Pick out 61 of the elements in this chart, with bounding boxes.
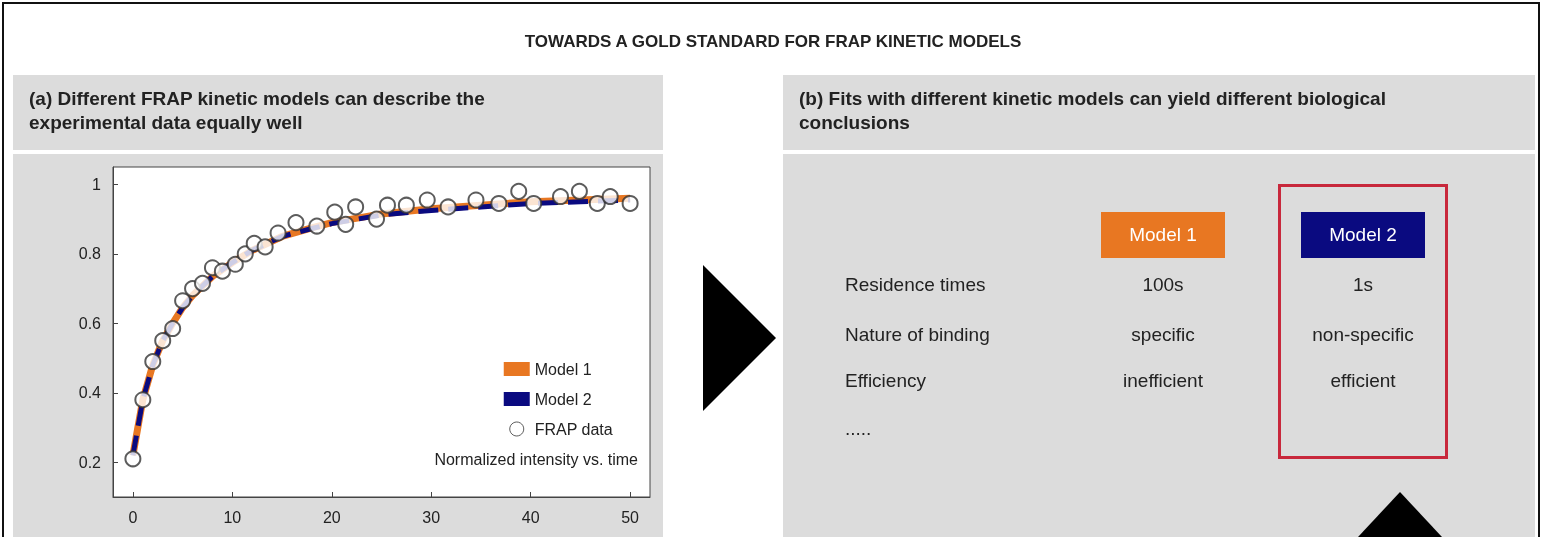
text: TOWARDS A GOLD STANDARD FOR FRAP KINETIC MODELS (523, 32, 1023, 52)
point (552, 188, 569, 206)
point (287, 214, 305, 232)
point (525, 194, 543, 212)
point (601, 188, 619, 206)
x-tick-label: 10 (223, 508, 242, 526)
y-tick-label: 0.8 (78, 245, 102, 263)
annotation: Normalized intensity vs. time (434, 450, 639, 468)
category-label: Nature of binding (845, 324, 990, 345)
point (439, 198, 457, 216)
x-tick-label: 0 (128, 508, 138, 526)
point (174, 292, 192, 310)
point (570, 182, 588, 200)
point (134, 391, 152, 409)
point (236, 245, 254, 263)
y-tick-label: 0.2 (78, 453, 102, 471)
y-tick-label: 1 (92, 175, 102, 193)
point (337, 215, 355, 233)
point (397, 196, 415, 214)
point (418, 191, 436, 209)
point (144, 353, 162, 371)
x-tick-label: 40 (521, 508, 540, 526)
point (164, 320, 182, 338)
point (347, 198, 365, 216)
point (213, 262, 231, 280)
point (226, 255, 244, 273)
x-tick-label: 20 (322, 508, 341, 526)
point (308, 217, 326, 235)
y-tick-label: 0.6 (78, 314, 102, 332)
point (154, 332, 172, 350)
category-label: Model 2 (1301, 212, 1425, 258)
point (467, 191, 485, 209)
y-tick-label: 0.4 (78, 384, 102, 402)
category-label: Model 1 (1101, 212, 1225, 258)
legend-label: FRAP data (534, 420, 613, 438)
point (490, 194, 508, 212)
text: specific (1131, 324, 1195, 345)
point (194, 274, 211, 292)
legend-label: Model 1 (534, 360, 592, 378)
text: 100s (1142, 274, 1184, 295)
text: non-specific (1312, 324, 1414, 345)
point (378, 196, 396, 214)
point (269, 224, 287, 242)
category-label: ..... (845, 418, 872, 439)
text: 1s (1352, 274, 1374, 295)
x-tick-label: 50 (621, 508, 640, 526)
point (510, 182, 528, 200)
text: efficient (1330, 370, 1396, 391)
chart-subtitle: (a) Different FRAP kinetic models can describe the experimental data equally well (13, 75, 663, 150)
x-tick-label: 30 (422, 508, 441, 526)
point (256, 238, 274, 256)
point (368, 210, 386, 228)
text: (b) Fits with different kinetic models can yield different biological conclusions (783, 75, 1535, 150)
point (326, 203, 344, 221)
category-label: Residence times (845, 274, 986, 295)
point (124, 450, 142, 468)
point (621, 194, 639, 212)
text: inefficient (1123, 370, 1203, 391)
point (588, 194, 606, 212)
category-label: Efficiency (845, 370, 926, 391)
legend-label: Model 2 (534, 390, 592, 408)
